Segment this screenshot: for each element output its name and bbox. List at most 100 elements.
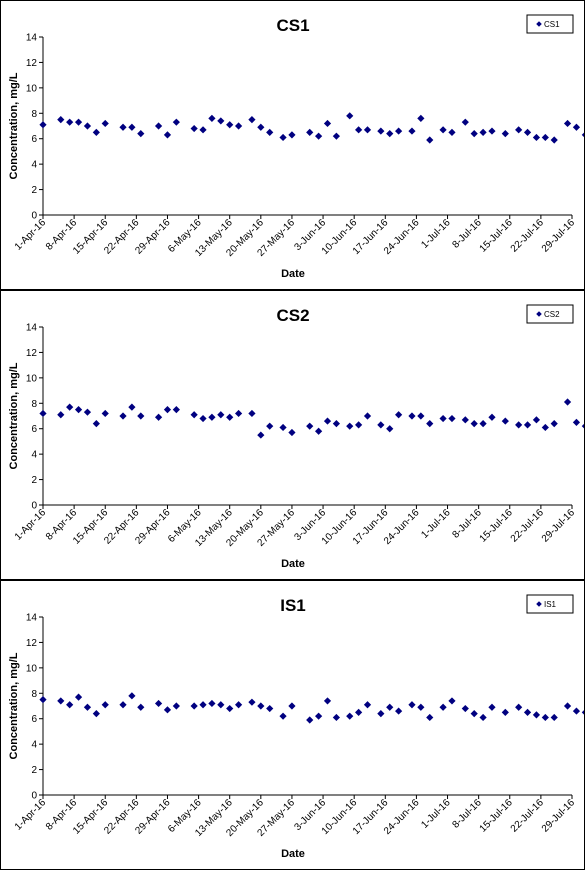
data-point: [417, 703, 425, 711]
y-tick-label: 8: [31, 399, 37, 410]
data-point: [288, 428, 296, 437]
data-point: [439, 414, 447, 423]
data-point: [515, 703, 523, 711]
data-point: [128, 403, 136, 411]
data-point: [377, 710, 385, 718]
data-point: [563, 702, 572, 710]
x-tick-label: 29-Jul-16: [540, 507, 578, 545]
data-point: [523, 708, 532, 716]
data-point: [257, 123, 265, 131]
data-point: [248, 698, 256, 706]
data-point: [572, 123, 581, 131]
legend-marker: [536, 601, 542, 607]
data-point: [208, 413, 216, 421]
data-point: [101, 119, 109, 128]
y-tick-label: 0: [31, 501, 37, 512]
data-point: [315, 132, 323, 140]
data-point: [57, 116, 65, 124]
x-tick-label: 29-Jul-16: [540, 217, 578, 255]
data-point: [190, 124, 198, 133]
data-point: [470, 420, 478, 428]
data-point: [523, 128, 532, 136]
data-point: [217, 117, 225, 125]
data-point: [154, 122, 163, 130]
y-axis-label: Concentration, mg/L: [8, 652, 20, 759]
data-point: [439, 126, 447, 134]
chart-title: IS1: [280, 596, 306, 615]
x-tick-label: 1-Jul-16: [419, 217, 453, 251]
data-point: [461, 416, 469, 424]
y-tick-label: 0: [31, 791, 37, 802]
data-point: [541, 423, 549, 432]
data-point: [217, 411, 225, 419]
x-tick-label: 1-Apr-16: [13, 797, 49, 833]
legend-box: [526, 304, 574, 324]
data-point: [257, 431, 265, 439]
data-point: [279, 133, 287, 142]
data-point: [101, 409, 109, 418]
y-axis-label: Concentration, mg/L: [8, 72, 20, 179]
data-point: [323, 417, 332, 425]
data-point: [408, 412, 416, 420]
data-point: [119, 701, 127, 709]
data-point: [119, 412, 127, 420]
data-point: [501, 708, 509, 716]
data-point: [355, 126, 363, 134]
data-point: [248, 116, 256, 124]
legend-marker: [536, 311, 542, 317]
legend-label: CS1: [544, 20, 560, 29]
data-point: [288, 131, 296, 139]
y-tick-label: 10: [26, 373, 38, 384]
data-point: [363, 701, 372, 709]
x-axis-label: Date: [281, 848, 305, 860]
x-tick-label: 1-Jul-16: [419, 797, 453, 831]
data-point: [581, 710, 584, 715]
data-point: [248, 409, 256, 418]
data-point: [461, 704, 469, 713]
data-point: [470, 710, 478, 718]
y-tick-label: 0: [31, 211, 37, 222]
data-point: [137, 703, 145, 711]
data-point: [199, 701, 207, 709]
data-point: [279, 712, 287, 720]
legend-label: IS1: [544, 600, 557, 609]
data-point: [226, 413, 234, 421]
y-tick-label: 8: [31, 689, 37, 700]
data-point: [83, 703, 92, 711]
y-tick-label: 12: [26, 638, 38, 649]
data-point: [355, 421, 363, 429]
data-point: [395, 127, 403, 135]
data-point: [66, 701, 74, 709]
data-point: [234, 701, 243, 709]
y-tick-label: 14: [26, 323, 38, 334]
data-point: [172, 702, 180, 710]
data-point: [426, 420, 434, 428]
data-point: [448, 128, 456, 136]
data-point: [226, 704, 234, 713]
data-point: [217, 701, 225, 709]
data-point: [417, 412, 425, 420]
data-point: [66, 118, 74, 126]
data-point: [581, 423, 584, 429]
data-point: [266, 422, 274, 430]
chart-svg: CS2024681012141-Apr-168-Apr-1615-Apr-162…: [8, 304, 584, 570]
chart-panel: CS1 0 2 4 6 8 10 12 14 1-Apr-16 8-Apr-16 15-Apr-16 2…: [0, 0, 585, 290]
data-point: [39, 409, 47, 418]
data-point: [550, 713, 558, 722]
data-point: [377, 127, 385, 135]
data-point: [386, 130, 394, 138]
data-point: [470, 130, 478, 138]
data-point: [83, 408, 92, 416]
y-tick-label: 2: [31, 185, 37, 196]
chart-panel: CS2 0 2 4 6 8 10 12 14 1-Apr-16 8-Apr-16 15-Apr-16 2…: [0, 290, 585, 580]
data-point: [332, 420, 340, 428]
data-point: [386, 703, 394, 711]
data-point: [448, 414, 456, 423]
data-point: [541, 713, 549, 722]
data-point: [479, 128, 487, 136]
data-point: [119, 123, 127, 131]
data-point: [581, 132, 584, 138]
data-point: [501, 417, 509, 425]
data-point: [74, 406, 83, 414]
